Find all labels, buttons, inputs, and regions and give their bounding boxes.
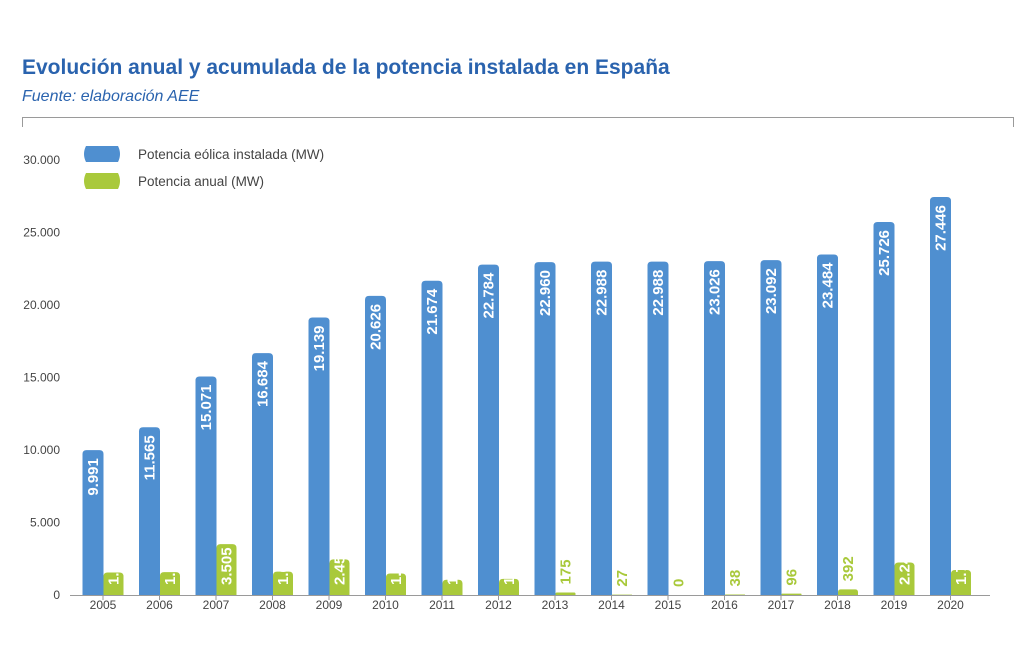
x-tick-label: 2006 [146,598,173,612]
chart-source: Fuente: elaboración AEE [22,88,200,105]
bar-cumulative-label: 22.960 [537,270,554,316]
x-tick-label: 2013 [542,598,569,612]
bar-cumulative-2007 [195,376,217,595]
bar-cumulative-2016 [704,261,725,595]
bar-annual-label: 3.505 [219,547,236,585]
frame-top-line [22,117,1014,118]
bar-cumulative-2019 [873,221,895,595]
x-tick-label: 2017 [768,598,795,612]
bar-annual-2013 [555,592,576,595]
bar-annual-label: 1.110 [501,548,518,585]
frame-left-tick [22,117,23,127]
bar-annual-label: 392 [840,556,857,581]
x-tick-label: 2018 [824,598,851,612]
bar-annual-2012 [499,578,519,595]
x-tick-label: 2019 [881,598,908,612]
bar-annual-2011 [442,579,463,595]
x-tick-label: 2007 [203,598,230,612]
bar-annual-2008 [273,571,293,595]
bar-annual-2019 [894,562,915,595]
bar-cumulative-label: 19.139 [311,325,328,371]
x-tick-label: 2020 [937,598,964,612]
x-tick-label: 2015 [655,598,682,612]
bar-annual-2016 [725,594,745,595]
y-tick-label: 10.000 [23,443,60,457]
bar-annual-2009 [329,559,350,595]
legend-swatch-1 [84,173,120,189]
bar-annual-2018 [838,589,858,595]
bar-cumulative-label: 9.991 [85,458,102,496]
x-tick-label: 2010 [372,598,399,612]
bar-cumulative-label: 11.565 [142,435,159,480]
x-tick-label: 2005 [90,598,117,612]
bar-cumulative-label: 22.784 [481,272,498,319]
bar-annual-label: 96 [784,569,801,586]
bar-cumulative-2012 [478,264,499,595]
bar-annual-2007 [216,544,237,595]
bar-annual-2017 [781,593,802,595]
bar-cumulative-label: 23.026 [707,269,724,315]
bar-cumulative-2010 [365,295,386,595]
bar-annual-2020 [951,570,971,595]
bar-cumulative-2013 [534,262,556,595]
bar-cumulative-2011 [421,280,443,595]
chart-title: Evolución anual y acumulada de la potenc… [22,56,670,79]
x-axis: 2005 2006 2007 2008 2009 2010 2011 2012 2013 2014… [70,595,990,612]
bar-cumulative-label: 23.484 [820,262,837,309]
bar-annual-label: 0 [671,579,688,587]
bar-annual-label: 1.720 [953,547,970,585]
bar-cumulative-2006 [139,427,160,595]
bar-cumulative-2009 [308,317,330,595]
bars: 9.991 1.552 11.565 1.578 15.071 3.505 16.684 1.… [82,197,971,595]
x-tick-label: 2016 [711,598,738,612]
y-tick-label: 15.000 [23,371,60,385]
bar-cumulative-label: 20.626 [368,304,385,350]
bar-cumulative-2020 [930,197,951,595]
legend-swatch-0 [84,146,120,162]
bar-cumulative-2014 [591,261,612,595]
y-tick-label: 5.000 [30,516,60,530]
bar-annual-label: 175 [558,559,575,584]
bar-annual-2005 [103,572,124,595]
bar-cumulative-2005 [82,450,104,595]
y-tick-label: 20.000 [23,298,60,312]
bar-cumulative-2017 [760,260,782,595]
y-tick-label: 30.000 [23,153,60,167]
bar-cumulative-label: 27.446 [933,205,950,251]
legend-label-0: Potencia eólica instalada (MW) [138,147,324,162]
bar-cumulative-2018 [817,254,838,595]
bar-annual-2006 [160,572,180,595]
bar-cumulative-label: 22.988 [650,270,667,316]
bar-annual-label: 1.578 [162,547,179,585]
bar-cumulative-2008 [252,353,273,595]
bar-annual-label: 1.048 [445,547,462,585]
bar-annual-label: 1.552 [106,547,123,585]
frame-right-tick [1013,117,1014,127]
bar-annual-label: 2.242 [897,547,914,585]
y-tick-label: 0 [53,588,60,602]
bar-cumulative-label: 21.674 [424,288,441,335]
bar-cumulative-2015 [647,261,669,595]
y-tick-label: 25.000 [23,226,60,240]
x-tick-label: 2012 [485,598,512,612]
legend: Potencia eólica instalada (MW) Potencia a… [84,146,324,189]
x-tick-label: 2008 [259,598,286,612]
x-tick-label: 2014 [598,598,625,612]
bar-annual-label: 2.455 [332,547,349,585]
y-axis: 0 5.000 10.000 15.000 20.000 25.000 30.000 [23,153,60,602]
bar-cumulative-label: 22.988 [594,270,611,316]
bar-cumulative-label: 16.684 [255,360,272,407]
bar-annual-label: 38 [727,570,744,587]
bar-cumulative-label: 25.726 [876,230,893,276]
x-tick-label: 2009 [316,598,343,612]
bar-annual-label: 27 [614,570,631,587]
bar-cumulative-label: 15.071 [198,384,215,430]
bar-cumulative-label: 23.092 [763,268,780,314]
legend-label-1: Potencia anual (MW) [138,174,264,189]
bar-annual-2010 [386,573,406,595]
x-tick-label: 2011 [429,598,455,612]
bar-annual-label: 1.487 [388,547,405,585]
bar-annual-label: 1.613 [275,547,292,585]
